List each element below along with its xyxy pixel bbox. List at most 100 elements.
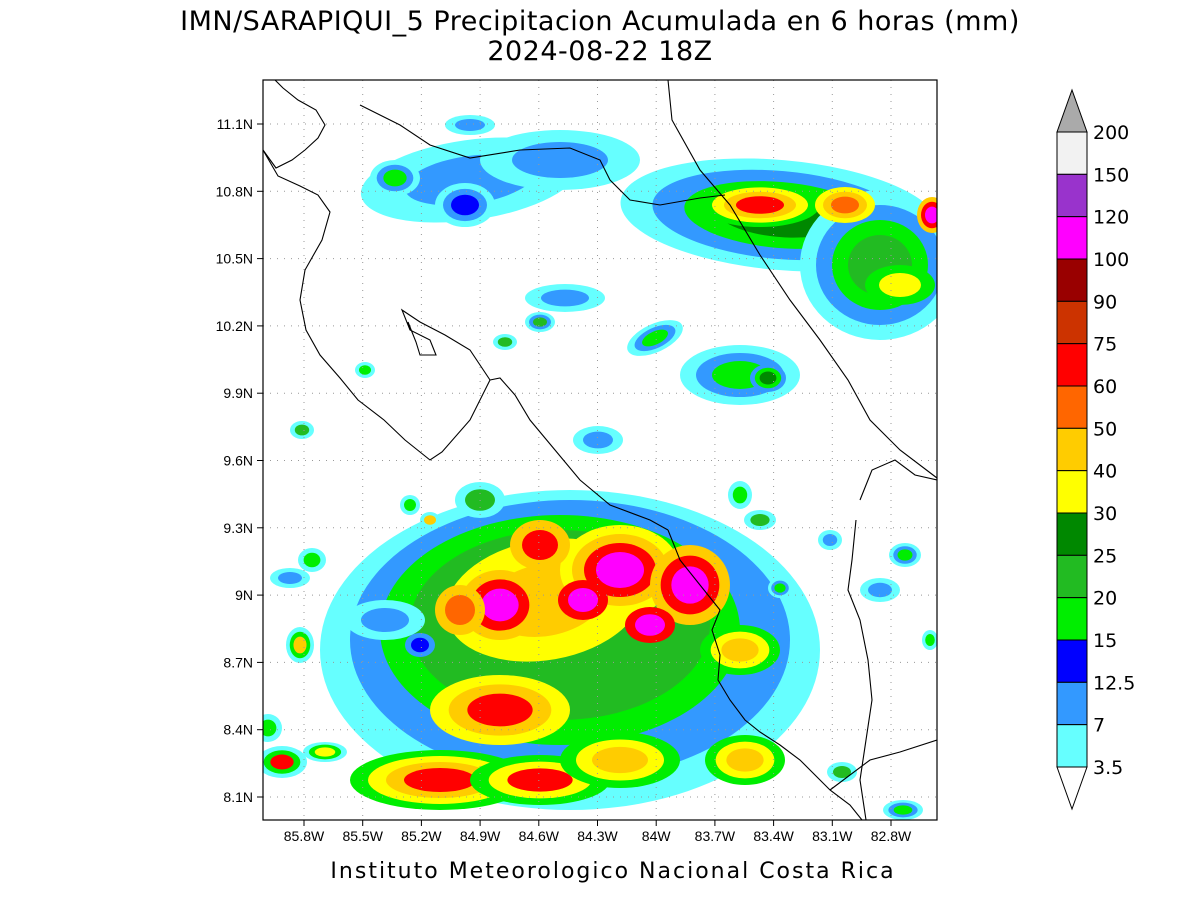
credit-text: Instituto Meteorologico Nacional Costa R… [330,859,895,884]
precip-contour [278,572,302,584]
precip-contour [822,534,838,546]
coastlines [263,80,937,820]
precip-contour [404,768,476,792]
precip-contour [359,365,371,375]
precip-contour [314,747,336,757]
precip-contour [522,530,558,560]
colorbar-label: 100 [1093,249,1129,271]
precip-contour [868,582,892,598]
colorbar-label: 40 [1093,461,1117,483]
lon-tick-label: 85.8W [284,828,325,844]
precip-contour [897,549,913,561]
colorbar-swatch [1056,385,1088,429]
colorbar-swatch [1056,216,1088,260]
lat-tick-label: 8.1N [223,789,253,805]
lat-tick-label: 10.2N [216,318,253,334]
colorbar-swatch [1056,681,1088,726]
precip-contour [541,289,589,307]
graticule [263,80,937,820]
colorbar-legend: 200 150 120 100 90 75 60 50 40 30 25 20 15 12.5 7 3.5 [1056,88,1135,811]
precip-contour [404,499,416,511]
colorbar-swatch [1056,554,1088,599]
lon-tick-label: 84W [642,828,672,844]
lon-tick-label: 84.6W [519,828,560,844]
colorbar-label: 7 [1093,715,1105,737]
precip-contour [831,196,859,214]
precip-contour [481,588,519,622]
colorbar-bottom-triangle [1056,766,1088,811]
colorbar-swatch [1056,470,1088,514]
lon-tick-label: 83.7W [695,828,736,844]
precip-contour [455,119,485,131]
precip-contour [293,636,307,654]
precip-contour [383,169,407,187]
lat-tick-label: 8.4N [223,722,253,738]
precip-contour [893,805,913,815]
precip-contour [451,194,479,216]
lat-tick-label: 10.5N [216,251,253,267]
colorbar-swatch [1056,639,1088,683]
colorbar-label: 15 [1093,630,1117,652]
precip-contour [721,638,759,662]
precip-contour [750,514,770,526]
lon-tick-label: 84.3W [577,828,618,844]
lat-tick-label: 10.8N [216,183,253,199]
pacific-coast-north [263,80,326,169]
gulf-of-nicoya-coast [489,377,669,531]
nicoya-peninsula-coast [263,149,491,461]
colorbar-swatch [1056,300,1088,345]
lat-tick-label: 8.7N [223,654,253,670]
precip-contour [759,371,777,385]
precip-contour [294,424,310,436]
precip-contour [726,748,764,772]
precip-contour [642,329,668,347]
colorbar-label: 90 [1093,291,1117,313]
precip-contour [424,515,436,525]
precip-contour [411,637,429,653]
colorbar-label: 75 [1093,334,1117,356]
plot-frame [262,79,938,821]
caribbean-coast [667,80,937,479]
precip-contour [732,486,748,504]
colorbar-label: 20 [1093,588,1117,610]
colorbar-label: 25 [1093,545,1117,567]
precip-contour [592,746,648,774]
colorbar-swatch [1056,343,1088,387]
colorbar-top-triangle [1056,88,1088,133]
colorbar-swatch [1056,512,1088,556]
longitude-axis: 85.8W 85.5W 85.2W 84.9W 84.6W 84.3W 84W 83.7W 83… [284,820,912,844]
precip-contour [925,634,935,646]
colorbar-label: 200 [1093,122,1129,144]
precip-contour [263,719,277,737]
colorbar-swatch [1056,597,1088,641]
precip-contour [596,552,644,588]
precip-contour [583,431,613,449]
lon-tick-label: 83.1W [812,828,853,844]
colorbar-label: 150 [1093,164,1129,186]
lat-tick-label: 9N [235,587,253,603]
lon-tick-label: 84.9W [460,828,501,844]
precip-contour [270,754,294,770]
map-title: IMN/SARAPIQUI_5 Precipitacion Acumulada … [180,6,1020,37]
precip-contour [512,142,608,178]
san-juan-river-border [359,104,726,206]
colorbar-label: 60 [1093,376,1117,398]
precip-contour [736,196,784,214]
map-subtitle: 2024-08-22 18Z [487,36,712,67]
colorbar-label: 120 [1093,207,1129,229]
precip-contour [445,595,475,625]
precip-contour [774,583,786,593]
lat-tick-label: 9.6N [223,453,253,469]
panama-pacific-coast [829,739,937,791]
precip-contour [467,693,533,727]
lon-tick-label: 85.2W [401,828,442,844]
precip-contour [879,273,921,297]
colorbar-swatch [1056,131,1088,175]
lon-tick-label: 85.5W [342,828,383,844]
colorbar-label: 3.5 [1093,757,1123,779]
colorbar-swatch [1056,258,1088,302]
central-pacific-coast [667,529,863,820]
lon-tick-label: 83.4W [753,828,794,844]
precip-contour [303,552,321,568]
